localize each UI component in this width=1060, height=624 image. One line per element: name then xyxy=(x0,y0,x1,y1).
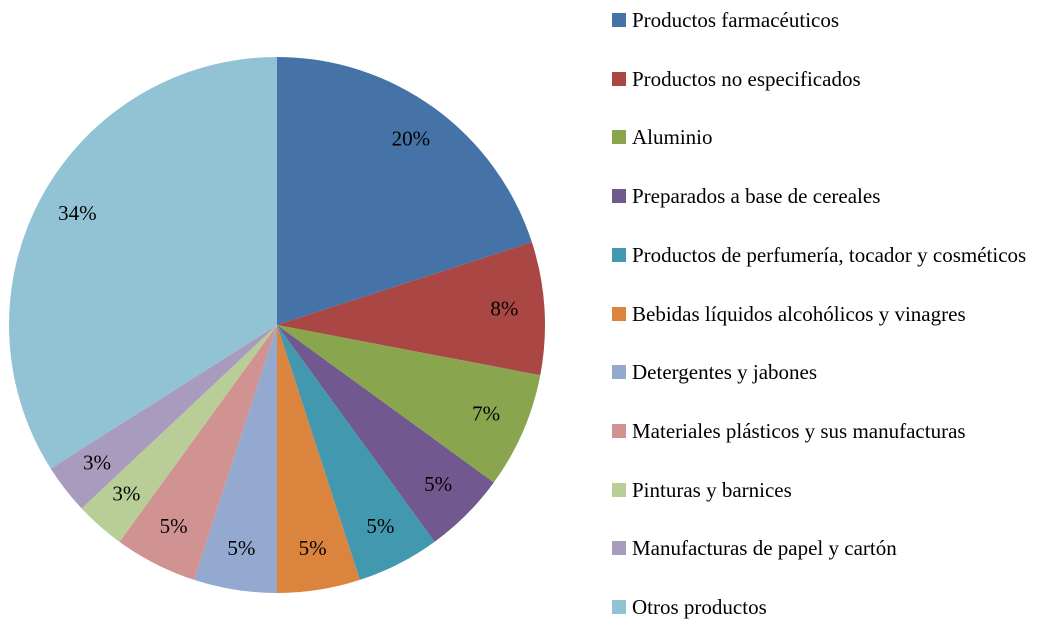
data-label: 34% xyxy=(58,201,97,225)
pie-slice xyxy=(277,325,435,580)
legend-swatch xyxy=(612,541,626,556)
data-label: 3% xyxy=(83,450,111,474)
pie-slice xyxy=(194,325,277,593)
legend-item: Materiales plásticos y sus manufacturas xyxy=(612,420,1056,442)
data-label: 8% xyxy=(490,297,518,321)
pie-slice xyxy=(277,242,545,376)
legend-swatch xyxy=(612,130,626,145)
data-label: 5% xyxy=(160,514,188,538)
pie-slice xyxy=(277,57,532,325)
pie-slice xyxy=(277,325,541,483)
legend-swatch xyxy=(612,71,626,86)
legend-swatch xyxy=(612,13,626,27)
data-label: 3% xyxy=(112,482,140,506)
legend-label: Bebidas líquidos alcohólicos y vinagres xyxy=(632,301,966,326)
legend-label: Productos farmacéuticos xyxy=(632,8,840,32)
legend-label: Otros productos xyxy=(632,595,767,619)
legend-label: Aluminio xyxy=(632,125,713,150)
legend-item: Manufacturas de papel y cartón xyxy=(612,537,1056,559)
pie-slice xyxy=(277,325,360,593)
legend-label: Preparados a base de cereales xyxy=(632,184,881,209)
pie-slice xyxy=(50,325,277,509)
legend-swatch xyxy=(612,247,626,262)
data-label: 5% xyxy=(299,536,327,560)
legend-swatch xyxy=(612,365,626,380)
legend-item: Pinturas y barnices xyxy=(612,479,1056,501)
legend-item: Aluminio xyxy=(612,126,1056,148)
legend-swatch xyxy=(612,423,626,438)
legend-swatch xyxy=(612,600,626,614)
pie-slice xyxy=(277,325,494,542)
legend-label: Productos de perfumería, tocador y cosmé… xyxy=(632,242,1027,267)
legend-item: Preparados a base de cereales xyxy=(612,185,1056,207)
legend-item: Detergentes y jabones xyxy=(612,361,1056,383)
data-label: 7% xyxy=(472,401,500,425)
chart: 20% 8% 7% 5% 5% 5% 5% 5% 3%3% 34% xyxy=(9,56,545,593)
pie-slice xyxy=(81,325,277,542)
data-label: 5% xyxy=(366,514,394,538)
legend-label: Productos no especificados xyxy=(632,66,861,91)
legend-swatch xyxy=(612,482,626,497)
legend-label: Manufacturas de papel y cartón xyxy=(632,536,897,561)
pie-slice xyxy=(9,56,278,469)
legend-swatch xyxy=(612,189,626,204)
legend-item: Productos no especificados xyxy=(612,68,1056,90)
pie-slice xyxy=(119,325,278,580)
legend-label: Materiales plásticos y sus manufacturas xyxy=(632,418,966,443)
legend-item: Bebidas líquidos alcohólicos y vinagres xyxy=(612,303,1056,325)
legend-item: Productos farmacéuticos xyxy=(612,9,1056,31)
legend-item: Productos de perfumería, tocador y cosmé… xyxy=(612,244,1056,266)
legend-label: Detergentes y jabones xyxy=(632,360,818,385)
legend-item: Otros productos xyxy=(612,596,1056,618)
legend-label: Pinturas y barnices xyxy=(632,477,792,502)
legend-swatch xyxy=(612,306,626,321)
data-label: 20% xyxy=(392,127,431,151)
data-label: 5% xyxy=(227,536,255,560)
data-label: 5% xyxy=(424,472,452,496)
